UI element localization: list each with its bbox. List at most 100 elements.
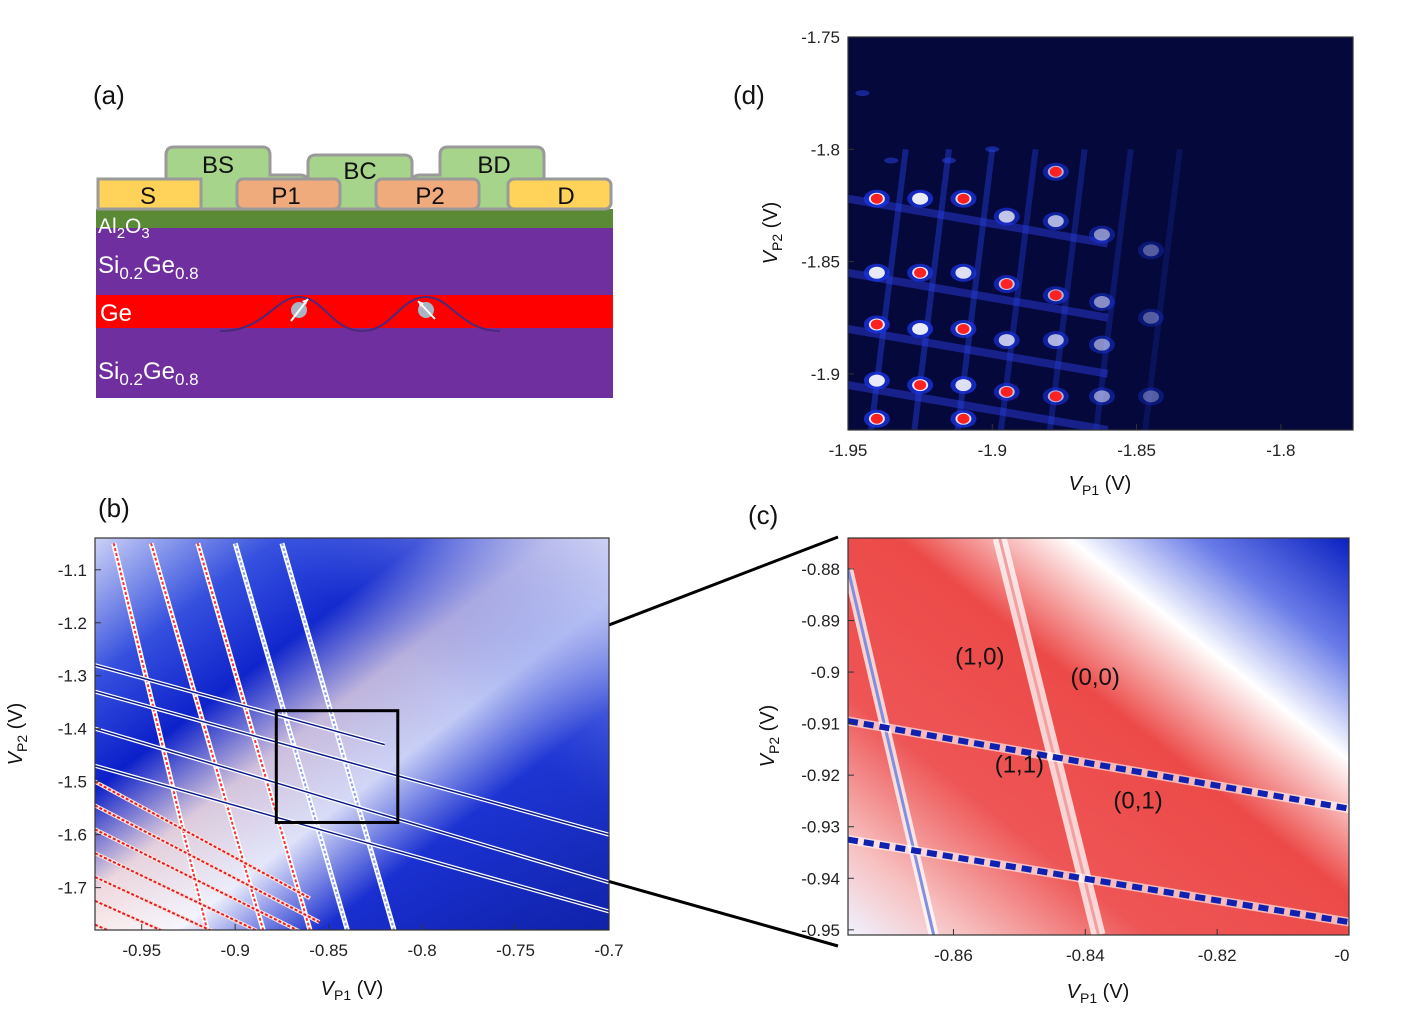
dot-blob-outer (1138, 241, 1164, 260)
transition-line-steep-core (280, 543, 396, 930)
spin-qubit-2-icon (417, 300, 436, 320)
transition-ridge (848, 268, 1109, 322)
dot-blob-mid (1047, 215, 1064, 228)
chart-c-ylabel: VP2 (V) (757, 705, 782, 768)
chart-c: -0.86 -0.84 -0.82 -0.8 -0.88 -0.89 -0.9 -0.91 -… (757, 537, 1350, 1006)
transition-line-steep-core (234, 543, 349, 930)
faint-feature (855, 90, 870, 97)
faint-feature (942, 157, 956, 164)
dot-blob-mid (1093, 228, 1110, 241)
dense-transition-line (95, 899, 163, 930)
x-tick-label: -0.9 (221, 941, 250, 960)
contact-s (96, 177, 203, 211)
dense-transition-line (95, 828, 300, 930)
transition-line-shallow (95, 727, 609, 884)
y-tick-label: -0.9 (811, 663, 840, 682)
x-tick-label: -0.95 (122, 941, 161, 960)
dense-transition-line (95, 804, 320, 923)
transition-line-steep-core (150, 543, 265, 930)
dot-blob-mid (1143, 390, 1159, 403)
y-tick-label: -0.91 (801, 715, 840, 734)
sige-bottom-layer (96, 328, 613, 398)
dot-blob-core (957, 413, 970, 424)
dot-blob-core (914, 267, 927, 278)
y-tick-label: -1.6 (58, 826, 87, 845)
steep-transition-core (998, 538, 1100, 935)
transition-line-shallow (95, 664, 385, 746)
dot-blob-mid (1047, 334, 1064, 347)
dot-blob-mid (1143, 311, 1159, 324)
y-tick-label: -0.95 (801, 921, 840, 940)
dot-blob-core (1049, 391, 1062, 402)
transition-column (1047, 148, 1088, 430)
dot-blob-core (1000, 279, 1013, 290)
y-tick-label: -0.93 (801, 818, 840, 837)
gate-bc-label: BC (343, 158, 376, 185)
y-tick-label: -1.3 (58, 667, 87, 686)
contact-d-label: D (557, 183, 574, 210)
dense-transition-line (95, 780, 311, 900)
plunger-p1 (235, 177, 342, 211)
transition-column (1142, 148, 1183, 430)
transition-ridge (848, 194, 1109, 248)
y-tick-label: -1.4 (58, 720, 87, 739)
transition-line-shallow (95, 690, 609, 836)
sige-top-label: Si0.2Ge0.8 (98, 252, 199, 283)
dot-blob-core (870, 319, 883, 330)
dot-blob-mid (1143, 244, 1159, 257)
spin-qubit-1-icon (290, 298, 309, 322)
sige-top-layer (96, 228, 613, 295)
device-schematic: BS BC BD S P1 P2 D Al2O3 Si0.2Ge0.8 Ge S… (96, 145, 613, 398)
transition-line-steep-core (112, 543, 209, 930)
faint-feature (884, 157, 899, 164)
dot-blob-mid (955, 379, 972, 392)
shallow-transition-line (848, 718, 1349, 812)
chart-b-frame (94, 537, 610, 931)
chart-d: -1.95 -1.9 -1.85 -1.8 -1.75 -1.8 -1.85 -1.9 VP… (760, 28, 1354, 498)
y-tick-label: -0.88 (801, 560, 840, 579)
x-tick-label: -0.8 (1334, 946, 1350, 965)
dot-blob-mid (868, 374, 885, 387)
y-tick-label: -1.5 (58, 773, 87, 792)
contact-d (506, 177, 613, 211)
chart-d-ylabel: VP2 (V) (760, 202, 785, 265)
dot-blob-mid (1093, 295, 1110, 308)
dot-blob-core (957, 193, 970, 204)
panel-b-label: (b) (98, 493, 130, 523)
y-tick-label: -1.2 (58, 614, 87, 633)
dot-blob-core (1000, 386, 1013, 397)
dot-blob-core (957, 323, 970, 334)
y-tick-label: -1.8 (811, 140, 840, 159)
x-tick-label: -0.75 (496, 941, 535, 960)
plunger-p2 (374, 177, 481, 211)
dot-blob-core (870, 193, 883, 204)
dot-blob-outer (1138, 308, 1164, 327)
x-tick-label: -0.7 (594, 941, 623, 960)
chart-b: -0.95 -0.9 -0.85 -0.8 -0.75 -0.7 -1.1 -1.2 -1.3… (5, 537, 624, 1000)
dot-blob-core (870, 413, 883, 424)
dot-blob-mid (955, 266, 972, 279)
x-tick-label: -1.85 (1117, 441, 1156, 460)
dot-blob-mid (868, 266, 885, 279)
gate-bd-label: BD (477, 152, 510, 179)
sige-bottom-label: Si0.2Ge0.8 (98, 358, 199, 389)
charge-state-label: (1,1) (995, 752, 1044, 779)
dot-blob-mid (912, 192, 929, 205)
dot-blob-mid (1093, 338, 1110, 351)
dense-transition-line (95, 876, 213, 930)
y-tick-label: -0.94 (801, 869, 840, 888)
x-tick-label: -1.95 (829, 441, 868, 460)
x-tick-label: -0.86 (934, 946, 973, 965)
y-tick-label: -1.85 (801, 253, 840, 272)
dot-blob-core (1049, 166, 1062, 177)
dense-transition-line-halo (95, 851, 260, 930)
zoom-box (274, 709, 400, 824)
oxide-label: Al2O3 (98, 215, 150, 242)
charge-state-label: (1,0) (955, 643, 1004, 670)
y-tick-label: -0.89 (801, 611, 840, 630)
chart-c-xlabel: VP1 (V) (1067, 981, 1130, 1006)
steep-transition-core (848, 568, 936, 935)
x-tick-label: -1.8 (1266, 441, 1295, 460)
dot-blob-mid (1093, 390, 1110, 403)
faint-feature (985, 146, 1000, 153)
